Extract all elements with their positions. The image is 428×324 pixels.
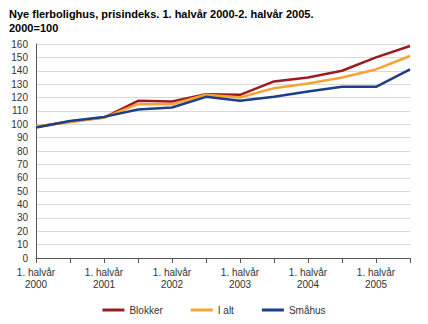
svg-text:2001: 2001 (93, 279, 116, 290)
svg-text:2005: 2005 (365, 279, 388, 290)
svg-text:100: 100 (11, 119, 28, 130)
svg-text:150: 150 (11, 52, 28, 63)
svg-text:40: 40 (17, 199, 29, 210)
svg-text:110: 110 (12, 105, 28, 116)
svg-text:2002: 2002 (161, 279, 184, 290)
svg-text:140: 140 (11, 65, 28, 76)
svg-text:2003: 2003 (229, 279, 252, 290)
svg-text:Blokker: Blokker (129, 305, 163, 316)
svg-text:60: 60 (17, 172, 29, 183)
svg-text:1. halvår: 1. halvår (17, 267, 56, 278)
svg-text:20: 20 (17, 226, 29, 237)
svg-text:Nye flerbolighus, prisindeks.: Nye flerbolighus, prisindeks. 1. halvår … (9, 8, 313, 20)
svg-text:Småhus: Småhus (289, 305, 326, 316)
svg-text:0: 0 (22, 253, 28, 264)
svg-text:1. halvår: 1. halvår (289, 267, 328, 278)
svg-text:50: 50 (17, 186, 29, 197)
svg-text:2004: 2004 (297, 279, 320, 290)
svg-text:120: 120 (11, 92, 28, 103)
svg-text:I alt: I alt (218, 305, 234, 316)
svg-text:70: 70 (17, 159, 29, 170)
svg-text:2000: 2000 (25, 279, 48, 290)
svg-text:1. halvår: 1. halvår (85, 267, 124, 278)
svg-text:80: 80 (17, 146, 29, 157)
svg-text:130: 130 (11, 79, 28, 90)
svg-text:1. halvår: 1. halvår (221, 267, 260, 278)
svg-text:2000=100: 2000=100 (9, 22, 58, 34)
svg-text:10: 10 (17, 239, 29, 250)
svg-text:30: 30 (17, 212, 29, 223)
svg-text:1. halvår: 1. halvår (153, 267, 192, 278)
svg-text:90: 90 (17, 132, 29, 143)
svg-text:1. halvår: 1. halvår (357, 267, 396, 278)
svg-text:160: 160 (11, 39, 28, 50)
